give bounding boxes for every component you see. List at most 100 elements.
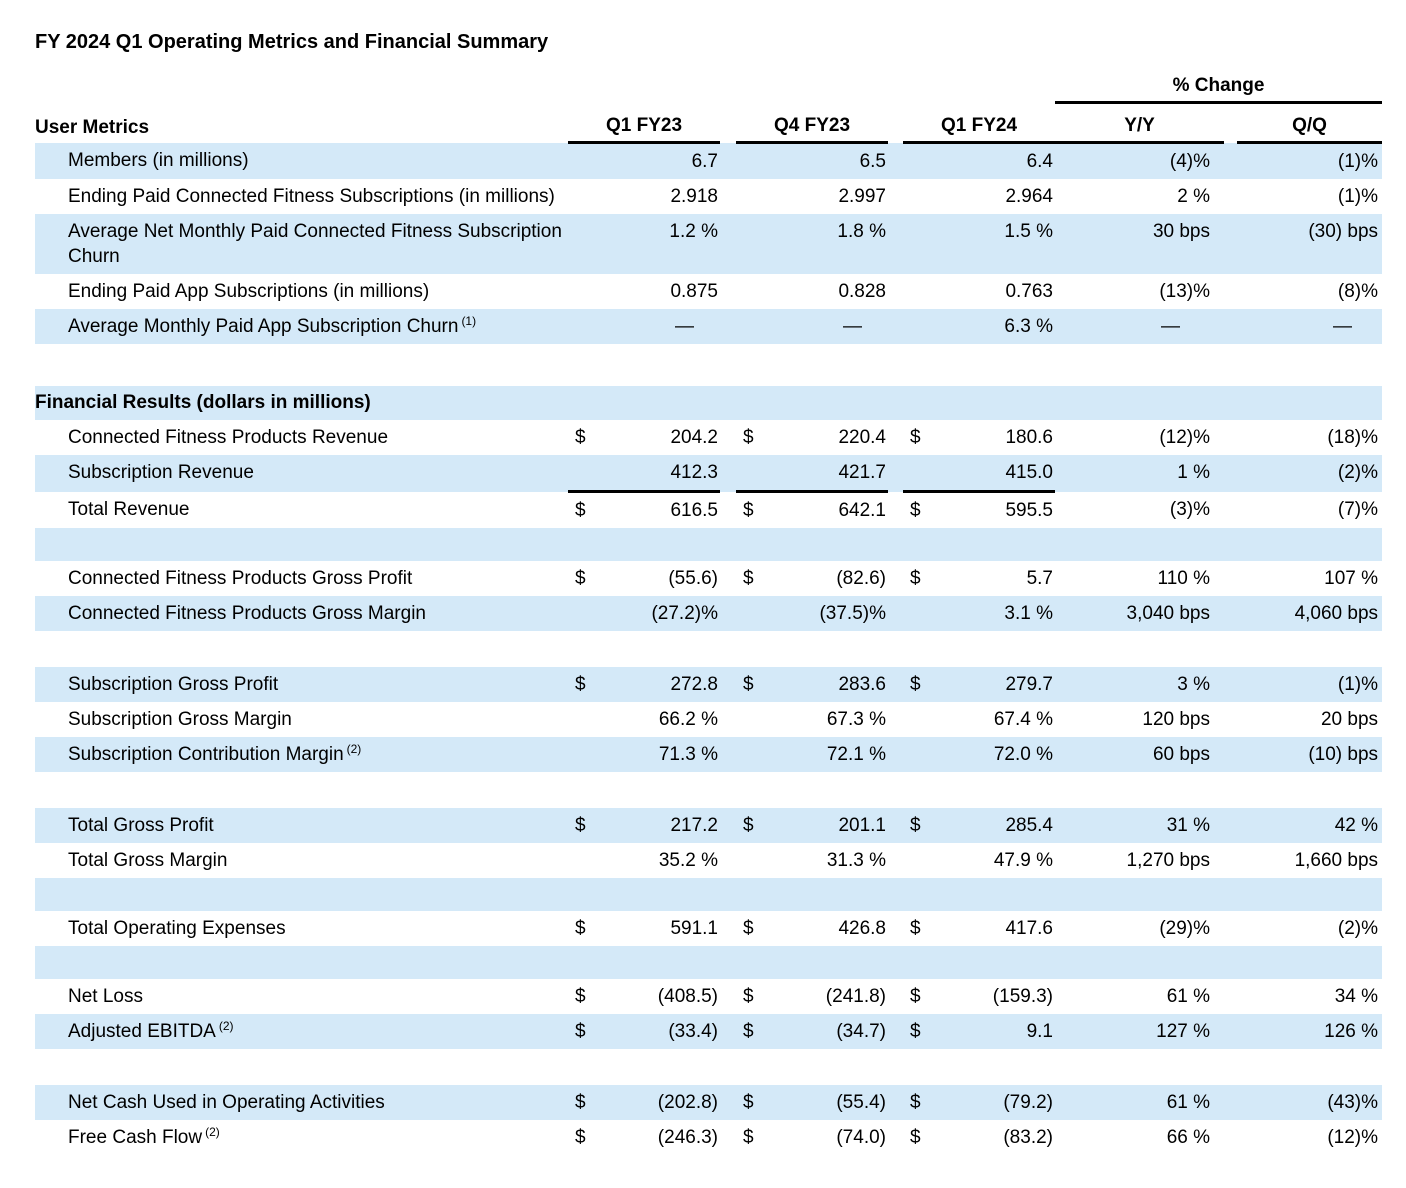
dollar-sign-cell: $	[743, 986, 754, 1007]
dollar-sign-cell	[736, 596, 770, 631]
qq-change-cell: 4,060 bps	[1237, 596, 1383, 631]
yy-change-cell: 30 bps	[1055, 214, 1224, 274]
yy-change-cell: 3,040 bps	[1055, 596, 1224, 631]
dollar-sign-cell: $	[910, 427, 921, 448]
dollar-sign-cell	[903, 702, 937, 737]
table-row: Total Gross Margin 35.2 % 31.3 % 47.9 % 1,27…	[35, 843, 1382, 878]
row-label: Free Cash Flow (2)	[68, 1124, 220, 1148]
gap-cell	[888, 142, 903, 179]
gap-cell	[1224, 492, 1237, 529]
gap-cell	[1224, 702, 1237, 737]
dollar-sign-cell	[736, 214, 770, 274]
value-cell: 1.8 %	[770, 214, 888, 274]
gap-cell	[1224, 737, 1237, 772]
value-cell: 6.5	[770, 142, 888, 179]
dollar-sign-cell: $	[903, 667, 937, 702]
value-cell: 6.4	[937, 142, 1055, 179]
gap-cell	[1224, 911, 1237, 946]
value-cell: (34.7)	[770, 1014, 888, 1049]
gap-cell	[720, 737, 736, 772]
qq-change-cell: 126 %	[1237, 1014, 1383, 1049]
column-header-row: User Metrics Q1 FY23 Q4 FY23 Q1 FY24 Y/Y…	[35, 102, 1383, 144]
spacer-cell	[35, 1049, 1382, 1085]
footnote-marker: (2)	[205, 1124, 220, 1139]
gap-cell	[1224, 274, 1237, 309]
row-label: Subscription Contribution Margin (2)	[35, 737, 568, 772]
dollar-sign-cell: $	[736, 1085, 770, 1120]
gap-cell	[720, 561, 736, 596]
gap-cell	[1224, 561, 1237, 596]
page: FY 2024 Q1 Operating Metrics and Financi…	[35, 31, 1383, 1156]
row-label: Ending Paid Connected Fitness Subscripti…	[68, 186, 555, 207]
value-cell: 67.3 %	[826, 709, 886, 730]
row-label: Connected Fitness Products Revenue	[68, 427, 389, 448]
dollar-sign-cell	[903, 179, 937, 214]
dollar-sign-cell	[903, 274, 937, 309]
yy-change-cell: 61 %	[1166, 986, 1210, 1007]
spacer-cell	[35, 344, 1382, 386]
spacer-row	[35, 878, 1383, 911]
value-cell: 0.828	[838, 281, 886, 302]
qq-change-cell: 42 %	[1237, 808, 1383, 843]
yy-change-cell: 61 %	[1055, 1085, 1224, 1120]
header-gap	[1224, 103, 1237, 143]
gap-cell	[888, 808, 903, 843]
table-row: Subscription Gross Profit $272.8 $283.6 $27…	[35, 667, 1383, 702]
dollar-sign-cell	[568, 214, 602, 274]
dollar-sign-cell: $	[903, 808, 937, 843]
dollar-sign-cell: $	[736, 1014, 770, 1049]
gap-cell	[888, 843, 903, 878]
dollar-sign-cell	[568, 455, 602, 493]
gap-cell	[720, 667, 736, 702]
value-cell: 272.8	[602, 667, 720, 702]
dollar-sign-cell	[736, 843, 770, 878]
value-cell: 412.3	[602, 455, 720, 493]
value-cell: —	[602, 309, 720, 344]
gap-cell	[1224, 214, 1237, 274]
row-label: Adjusted EBITDA (2)	[35, 1014, 568, 1049]
value-cell: 72.0 %	[937, 737, 1055, 772]
value-cell: 204.2	[670, 427, 718, 448]
row-label: Total Operating Expenses	[68, 918, 286, 939]
table-body: Members (in millions) 6.7 6.5 6.4 (4)% (1)% En…	[35, 142, 1383, 1156]
row-label: Ending Paid App Subscriptions (in millio…	[68, 281, 430, 302]
dollar-sign-cell	[736, 142, 770, 179]
column-header-q1fy23: Q1 FY23	[568, 102, 720, 144]
table-row: Members (in millions) 6.7 6.5 6.4 (4)% (1)%	[35, 142, 1383, 179]
dollar-sign-cell	[903, 142, 937, 179]
dollar-sign-cell: $	[575, 568, 586, 589]
table-row: Connected Fitness Products Gross Profit $…	[35, 561, 1382, 596]
yy-change-cell: 3 %	[1055, 667, 1224, 702]
dollar-sign-cell: $	[903, 1085, 937, 1120]
gap-cell	[1224, 667, 1237, 702]
value-cell: 180.6	[1005, 427, 1053, 448]
pct-change-header: % Change	[1055, 68, 1383, 104]
header-gap	[720, 103, 736, 143]
value-cell: 6.3 %	[937, 309, 1055, 344]
dollar-sign-cell: $	[743, 500, 754, 521]
qq-change-cell: (1)%	[1237, 667, 1383, 702]
yy-change-cell: 1 %	[1055, 455, 1224, 492]
dollar-sign-cell: $	[568, 1085, 602, 1120]
value-cell: 2.997	[838, 186, 886, 207]
spacer-row	[35, 772, 1382, 808]
dollar-sign-cell	[736, 179, 770, 214]
gap-cell	[720, 420, 736, 455]
gap-cell	[1224, 1085, 1237, 1120]
header-spacer	[35, 68, 1055, 103]
spacer-cell	[35, 946, 1383, 979]
dollar-sign-cell: $	[743, 427, 754, 448]
gap-cell	[720, 843, 736, 878]
gap-cell	[888, 492, 903, 529]
table-row: Average Monthly Paid App Subscription Ch…	[35, 309, 1383, 344]
value-cell: 5.7	[1026, 568, 1053, 589]
gap-cell	[888, 737, 903, 772]
dollar-sign-cell: $	[743, 918, 754, 939]
dollar-sign-cell: $	[575, 986, 586, 1007]
dollar-sign-cell: $	[568, 667, 602, 702]
gap-cell	[888, 596, 903, 631]
dollar-sign-cell	[903, 843, 937, 878]
value-cell: (241.8)	[825, 986, 886, 1007]
gap-cell	[888, 274, 903, 309]
qq-change-cell: (1)%	[1237, 142, 1383, 179]
